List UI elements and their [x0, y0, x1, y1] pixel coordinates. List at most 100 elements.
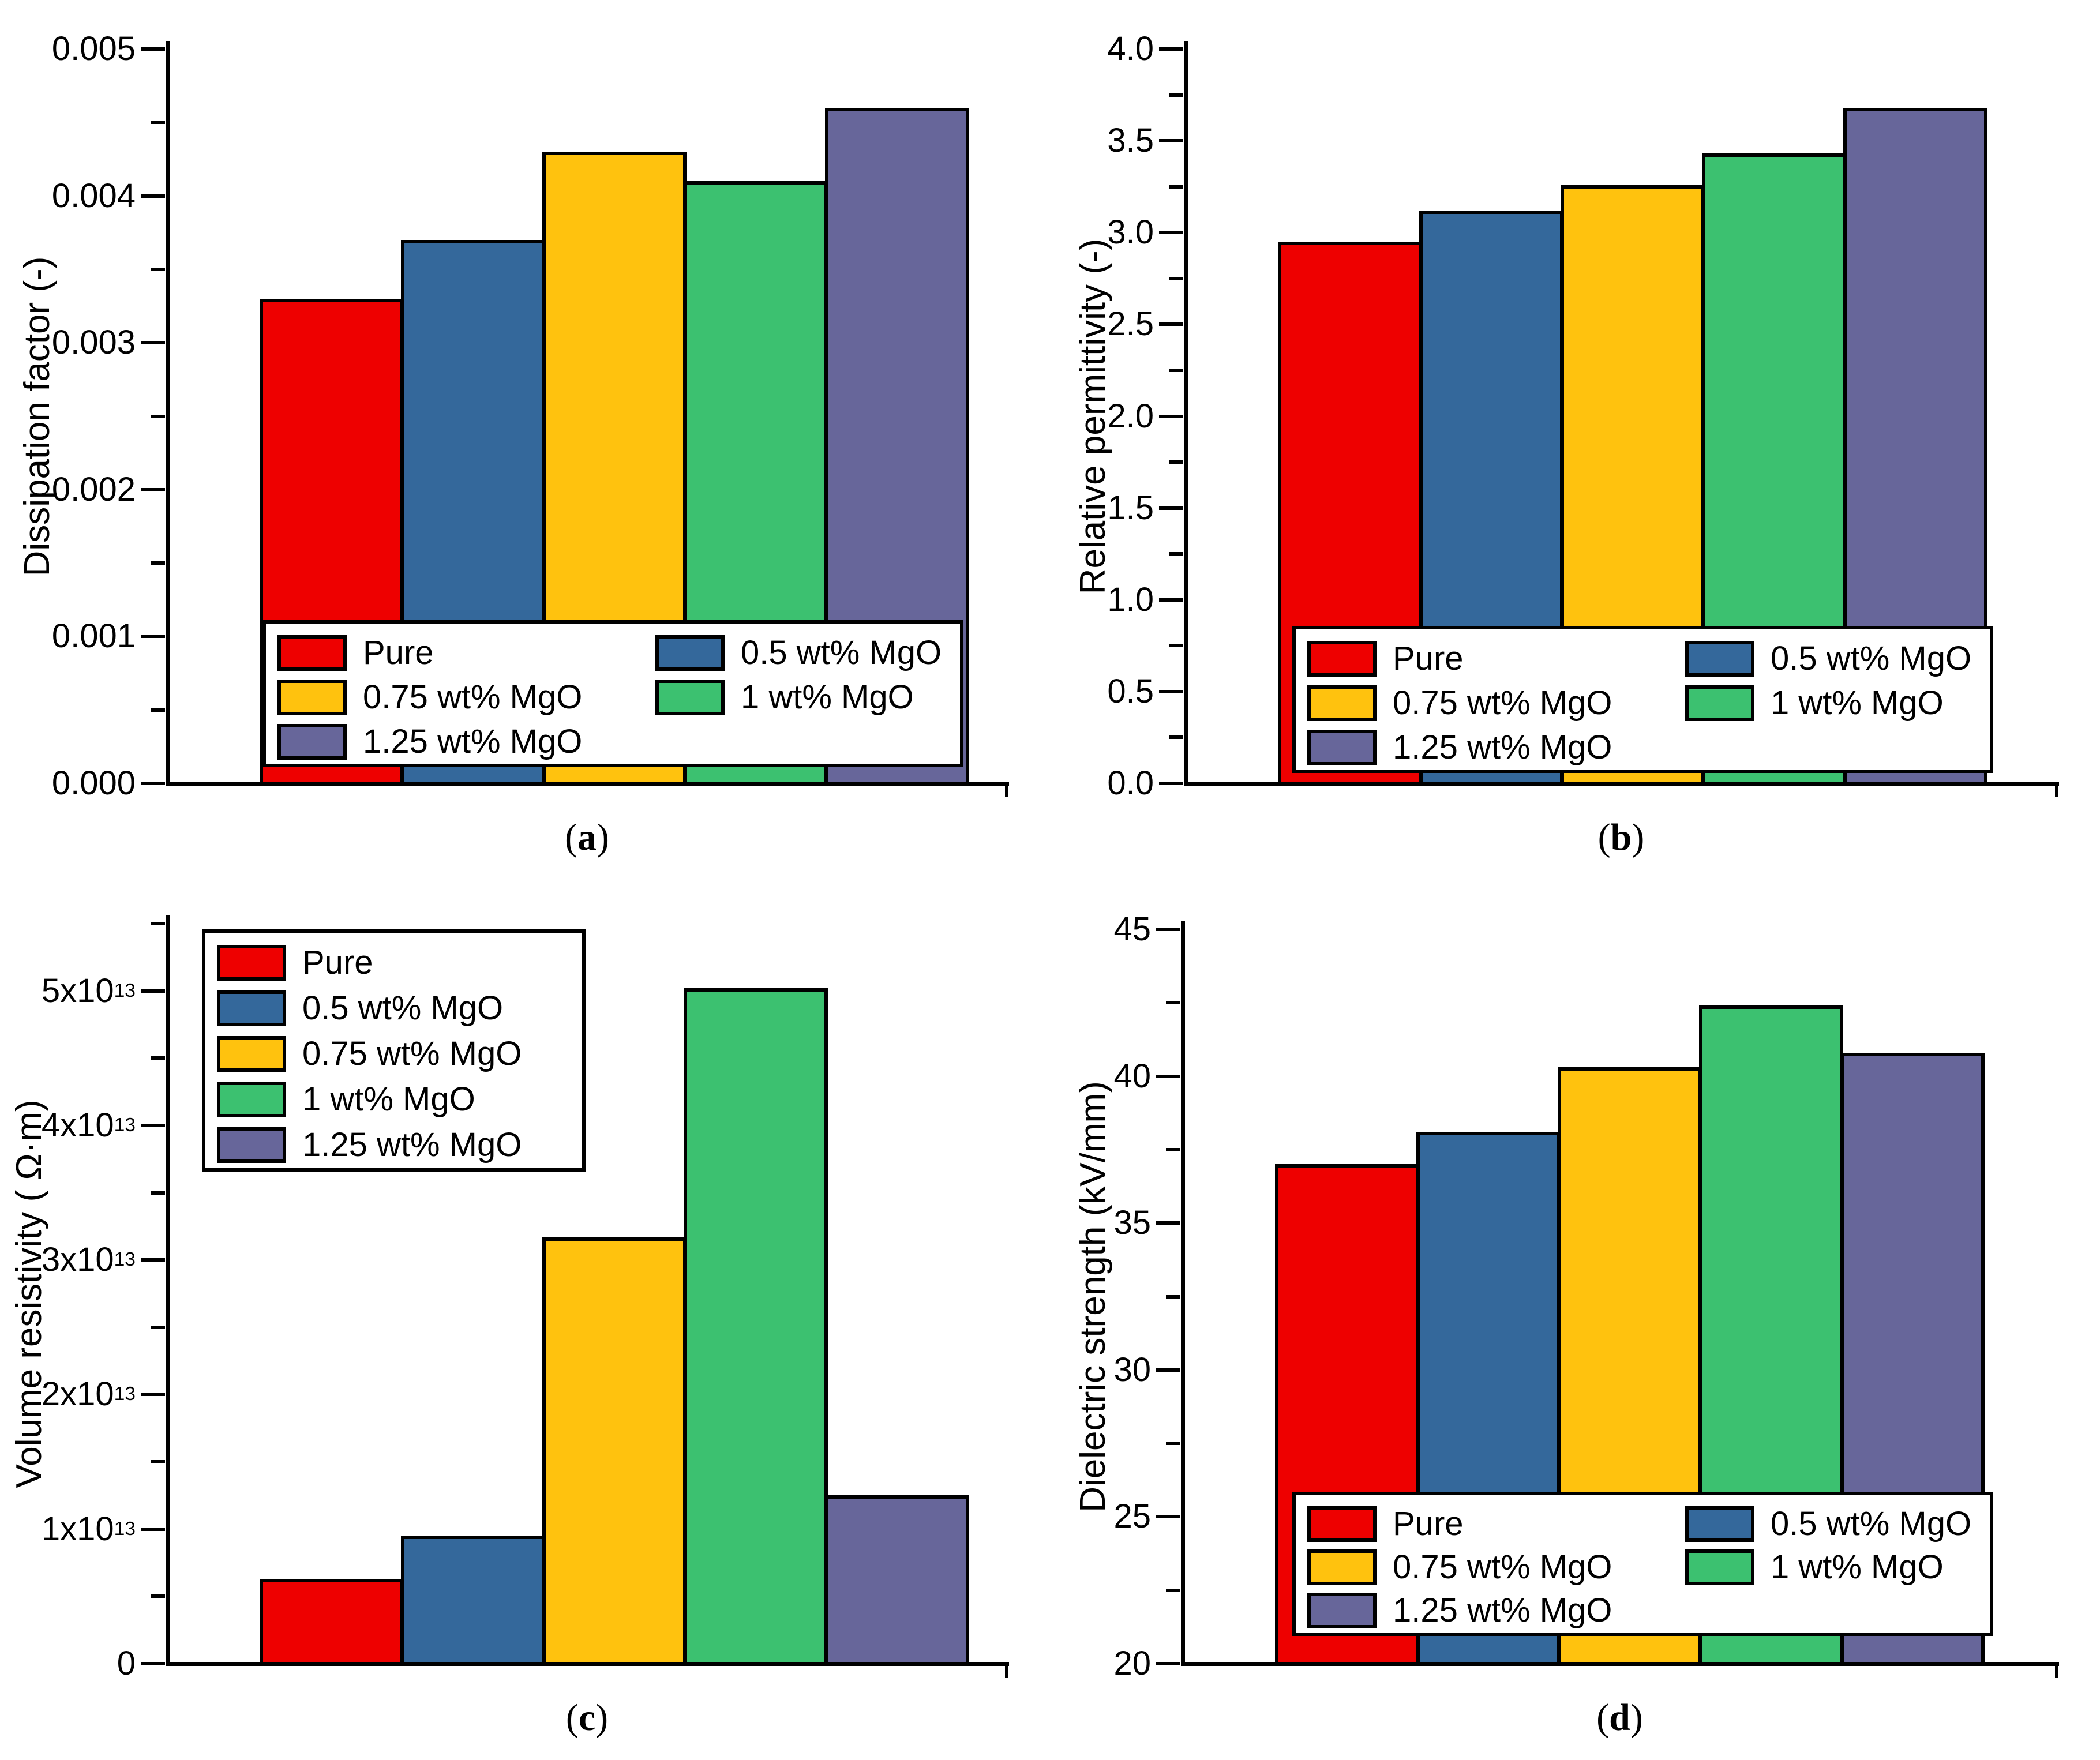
tick-label-base: 4x10	[41, 1106, 114, 1144]
y-tick-label: 30	[1113, 1350, 1151, 1389]
caption-paren: )	[597, 816, 609, 858]
legend-swatch-0-5-wt-mgo	[217, 990, 286, 1026]
y-major-tick	[1156, 1515, 1180, 1519]
legend-label-0-75-wt-mgo: 0.75 wt% MgO	[1393, 1548, 1612, 1586]
y-major-tick	[1159, 322, 1183, 327]
y-major-tick	[141, 194, 165, 198]
y-tick-label: 25	[1113, 1498, 1151, 1536]
y-major-tick	[141, 47, 165, 51]
legend-box: Pure 0.5 wt% MgO 0.75 wt% MgO 1 wt% MgO 1.25…	[262, 620, 963, 767]
bar-1-25-wt-mgo	[825, 1495, 969, 1666]
legend-swatch-1-25-wt-mgo	[278, 723, 347, 760]
legend-swatch-0-75-wt-mgo	[217, 1036, 286, 1072]
y-tick-label: 0	[117, 1645, 136, 1682]
legend-box: Pure 0.5 wt% MgO 0.75 wt% MgO 1 wt% MgO 1.25…	[1292, 1492, 1993, 1636]
legend-label-0-5-wt-mgo: 0.5 wt% MgO	[741, 633, 942, 671]
legend-swatch-1-25-wt-mgo	[1307, 1593, 1377, 1629]
panel-caption: (b)	[1448, 815, 1794, 860]
y-axis-title: Dielectric strength (kV/mm)	[1073, 1080, 1113, 1513]
y-tick-label: 3.5	[1107, 122, 1154, 160]
y-major-tick	[1159, 47, 1183, 51]
legend-label-0-5-wt-mgo: 0.5 wt% MgO	[302, 989, 504, 1027]
y-minor-tick	[151, 1460, 165, 1464]
panel-caption: (a)	[414, 815, 760, 860]
y-minor-tick	[1169, 93, 1183, 97]
y-tick-label: 0.001	[51, 617, 136, 655]
y-minor-tick	[1166, 1442, 1180, 1446]
legend-label-1-25-wt-mgo: 1.25 wt% MgO	[1393, 728, 1612, 766]
y-tick-label: 2.0	[1107, 397, 1154, 435]
y-major-tick	[1159, 782, 1183, 785]
legend-swatch-1-wt-mgo	[655, 679, 725, 715]
caption-paren: (	[1597, 816, 1611, 858]
x-axis-line	[1183, 781, 2059, 786]
legend-label-1-wt-mgo: 1 wt% MgO	[302, 1080, 475, 1119]
x-axis-line	[1180, 1661, 2059, 1666]
legend-box: Pure 0.5 wt% MgO 0.75 wt% MgO 1 wt% MgO 1.25…	[1292, 626, 1993, 773]
legend-box: Pure 0.5 wt% MgO 0.75 wt% MgO 1 wt% MgO 1.25…	[202, 929, 586, 1172]
y-minor-tick	[151, 414, 165, 418]
y-tick-label: 0.0	[1107, 764, 1154, 802]
legend-swatch-0-75-wt-mgo	[1307, 1549, 1377, 1585]
y-major-tick	[1156, 928, 1180, 931]
tick-label-base: 2x10	[41, 1375, 114, 1413]
y-minor-tick	[1169, 368, 1183, 372]
legend-swatch-1-wt-mgo	[1685, 1549, 1754, 1585]
x-axis-end-tick	[1005, 783, 1008, 797]
tick-label-base: 3x10	[41, 1241, 114, 1279]
legend-swatch-0-75-wt-mgo	[1307, 685, 1377, 721]
y-tick-label: 4x10 13	[41, 1106, 136, 1144]
legend-label-0-75-wt-mgo: 0.75 wt% MgO	[1393, 684, 1612, 722]
y-minor-tick	[151, 267, 165, 271]
y-major-tick	[141, 487, 165, 491]
legend-swatch-1-wt-mgo	[217, 1082, 286, 1118]
bar-0-5-wt-mgo	[401, 1536, 545, 1666]
caption-paren: (	[565, 1697, 579, 1739]
legend-label-1-wt-mgo: 1 wt% MgO	[741, 678, 914, 716]
panel-d-dielectric-strength: 20 25 30 35 40 45 Dielectric strength (kV/mm) P…	[1050, 880, 2100, 1760]
x-axis-end-tick	[1005, 1664, 1008, 1678]
y-minor-tick	[1166, 1001, 1180, 1005]
x-axis-end-tick	[2055, 1664, 2058, 1678]
y-major-tick	[1159, 231, 1183, 235]
y-axis-line	[165, 915, 170, 1666]
y-tick-label: 45	[1113, 910, 1151, 948]
y-axis-line	[165, 41, 170, 786]
y-major-tick	[1159, 506, 1183, 510]
tick-label-base: 5x10	[41, 971, 114, 1010]
y-major-tick	[141, 341, 165, 345]
panel-b-relative-permittivity: 0.0 0.5 1.0 1.5 2.0 2.5 3.0 3.5 4.0 Relative perm…	[1050, 0, 2100, 880]
caption-paren: (	[1596, 1697, 1610, 1739]
caption-letter: d	[1609, 1697, 1630, 1739]
legend-label-1-wt-mgo: 1 wt% MgO	[1771, 1548, 1944, 1586]
y-major-tick	[1156, 1368, 1180, 1372]
legend-label-pure: Pure	[363, 633, 434, 671]
y-major-tick	[1159, 598, 1183, 602]
y-axis-line	[1180, 921, 1185, 1666]
legend-swatch-pure	[217, 944, 286, 981]
legend-swatch-1-25-wt-mgo	[217, 1127, 286, 1164]
y-tick-label: 2x10 13	[41, 1375, 136, 1413]
legend-label-1-wt-mgo: 1 wt% MgO	[1771, 684, 1944, 722]
y-major-tick	[1159, 414, 1183, 418]
y-tick-label: 3.0	[1107, 213, 1154, 252]
y-tick-label: 0.000	[51, 764, 136, 802]
y-major-tick	[1159, 689, 1183, 693]
y-tick-label: 1x10 13	[41, 1510, 136, 1548]
y-tick-label: 4.0	[1107, 30, 1154, 67]
legend-swatch-pure	[278, 635, 347, 671]
caption-paren: (	[565, 816, 578, 858]
y-minor-tick	[1169, 735, 1183, 740]
y-minor-tick	[1169, 644, 1183, 648]
legend-label-1-25-wt-mgo: 1.25 wt% MgO	[302, 1126, 522, 1164]
legend-label-0-5-wt-mgo: 0.5 wt% MgO	[1771, 639, 1972, 677]
y-tick-label: 0.004	[51, 177, 136, 215]
y-minor-tick	[1166, 1588, 1180, 1592]
y-tick-label: 40	[1113, 1057, 1151, 1095]
bar-pure	[260, 1579, 404, 1666]
legend-swatch-0-5-wt-mgo	[1685, 640, 1754, 677]
y-axis-line	[1183, 41, 1188, 786]
y-major-tick	[1159, 139, 1183, 143]
legend-swatch-0-5-wt-mgo	[655, 635, 725, 671]
y-tick-label: 0.5	[1107, 672, 1154, 710]
